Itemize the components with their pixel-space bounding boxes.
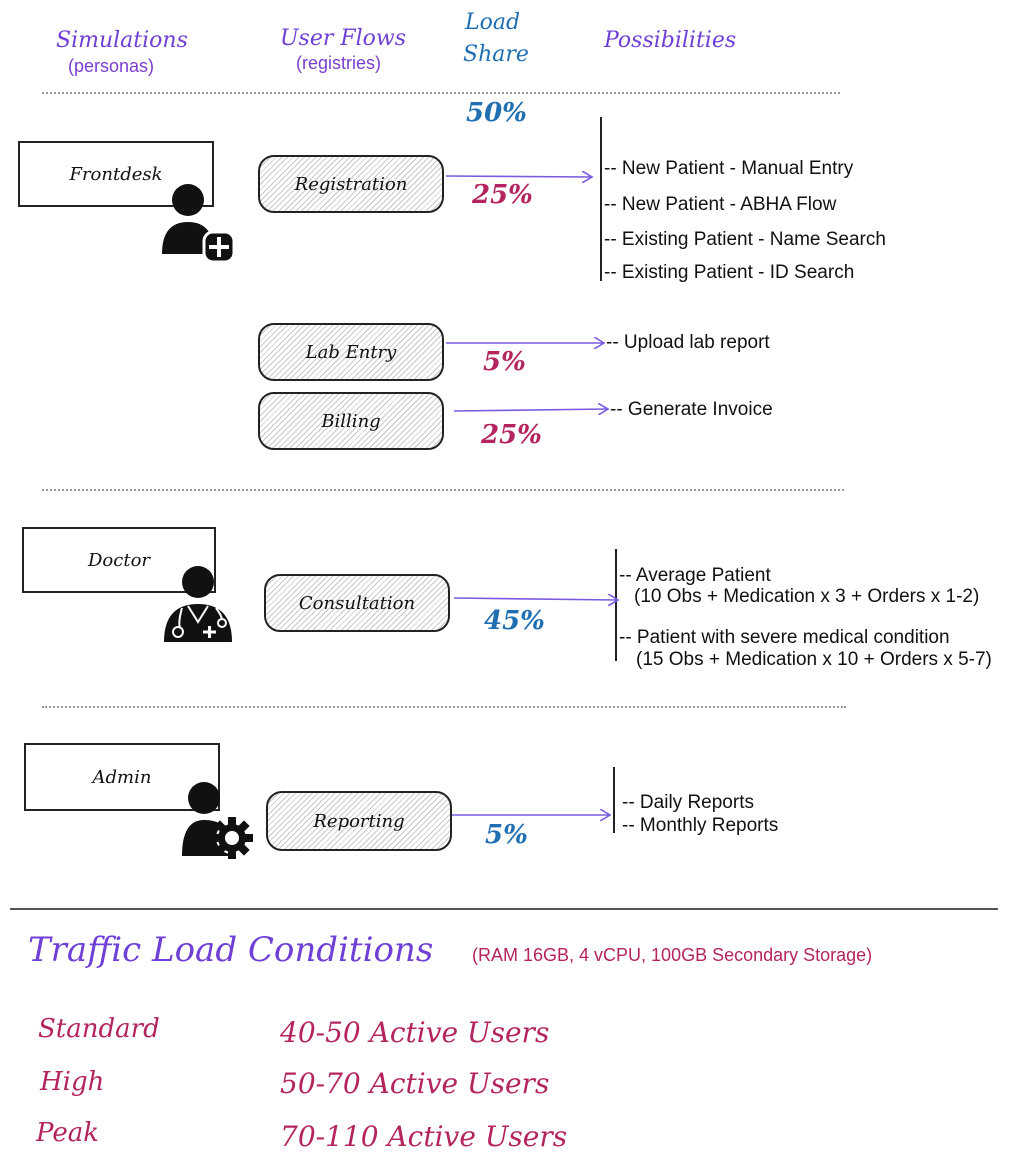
possibility-item: -- Daily Reports [622,792,754,813]
flow-registration-label: Registration [294,173,408,195]
reporting-share: 5% [485,820,528,850]
header-simulations-sub: (personas) [68,56,155,76]
registration-share: 25% [472,180,533,210]
lab-entry-share: 5% [483,347,526,377]
user-plus-icon [160,180,240,269]
flow-billing-label: Billing [321,410,381,432]
flow-lab-entry[interactable]: Lab Entry [258,323,444,381]
billing-arrow [453,409,608,411]
condition-label-peak: Peak [36,1118,99,1148]
divider [42,92,840,94]
possibility-detail: (15 Obs + Medication x 10 + Orders x 5-7… [636,649,992,670]
divider [42,706,846,708]
condition-value-peak: 70-110 Active Users [280,1120,568,1153]
flow-billing[interactable]: Billing [258,392,444,450]
possibility-item: -- Average Patient [619,565,771,586]
traffic-specs: (RAM 16GB, 4 vCPU, 100GB Secondary Stora… [472,945,873,965]
flow-lab-entry-label: Lab Entry [305,341,397,363]
header-simulations: Simulations [56,28,188,53]
condition-label-standard: Standard [38,1014,160,1044]
possibility-item: -- Patient with severe medical condition [619,627,950,648]
header-load-share-line1: Load [465,10,521,35]
registration-arrow [445,176,592,177]
consultation-share: 45% [484,606,545,636]
flow-consultation-label: Consultation [298,592,416,614]
persona-doctor-label: Doctor [87,549,151,571]
billing-share: 25% [481,420,542,450]
header-possibilities: Possibilities [604,28,737,53]
possibility-item: -- Existing Patient - ID Search [604,262,855,283]
header-user-flows-sub: (registries) [296,53,382,73]
possibility-item: -- Existing Patient - Name Search [604,229,886,250]
persona-admin-label: Admin [92,766,152,788]
possibility-detail: (10 Obs + Medication x 3 + Orders x 1-2) [634,586,980,607]
frontdesk-total-share: 50% [466,98,527,128]
flow-reporting-label: Reporting [313,810,405,832]
doctor-icon [160,562,236,649]
user-gear-icon [180,778,256,865]
flow-reporting[interactable]: Reporting [266,791,452,851]
condition-label-high: High [40,1067,105,1097]
registration-bracket [600,117,602,281]
persona-admin: Admin [24,743,220,811]
section-separator [10,908,998,910]
possibility-item: -- New Patient - ABHA Flow [604,194,837,215]
divider [42,489,844,491]
possibility-item: -- Upload lab report [606,332,770,353]
reporting-bracket [613,767,615,833]
header-load-share-line2: Share [463,42,529,67]
condition-value-high: 50-70 Active Users [280,1067,550,1100]
condition-value-standard: 40-50 Active Users [280,1016,550,1049]
flow-consultation[interactable]: Consultation [264,574,450,632]
possibility-item: -- New Patient - Manual Entry [604,158,854,179]
possibility-item: -- Generate Invoice [610,399,773,420]
flow-registration[interactable]: Registration [258,155,444,213]
traffic-title: Traffic Load Conditions [28,930,434,970]
possibility-item: -- Monthly Reports [622,815,779,836]
persona-frontdesk-label: Frontdesk [69,163,163,185]
header-user-flows: User Flows [280,26,407,51]
consultation-arrow [453,598,618,600]
